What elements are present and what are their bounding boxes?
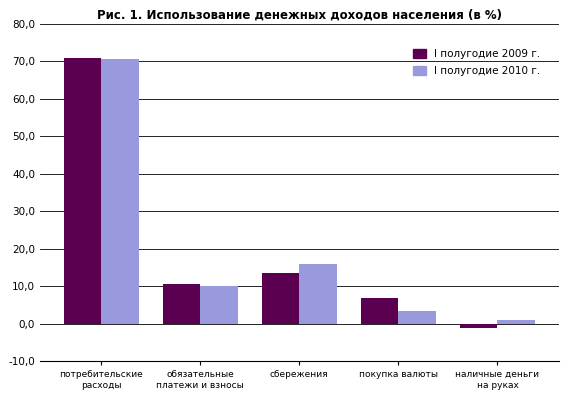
Bar <box>163 285 200 324</box>
Bar <box>261 273 299 324</box>
Bar <box>64 58 101 324</box>
Title: Рис. 1. Использование денежных доходов населения (в %): Рис. 1. Использование денежных доходов н… <box>97 8 502 21</box>
Legend: I полугодие 2009 г., I полугодие 2010 г.: I полугодие 2009 г., I полугодие 2010 г. <box>410 46 543 79</box>
Bar <box>101 59 139 324</box>
Bar <box>399 310 436 324</box>
Bar <box>497 320 535 324</box>
Bar <box>460 324 497 328</box>
Bar <box>200 286 238 324</box>
Bar <box>299 264 337 324</box>
Bar <box>361 298 399 324</box>
